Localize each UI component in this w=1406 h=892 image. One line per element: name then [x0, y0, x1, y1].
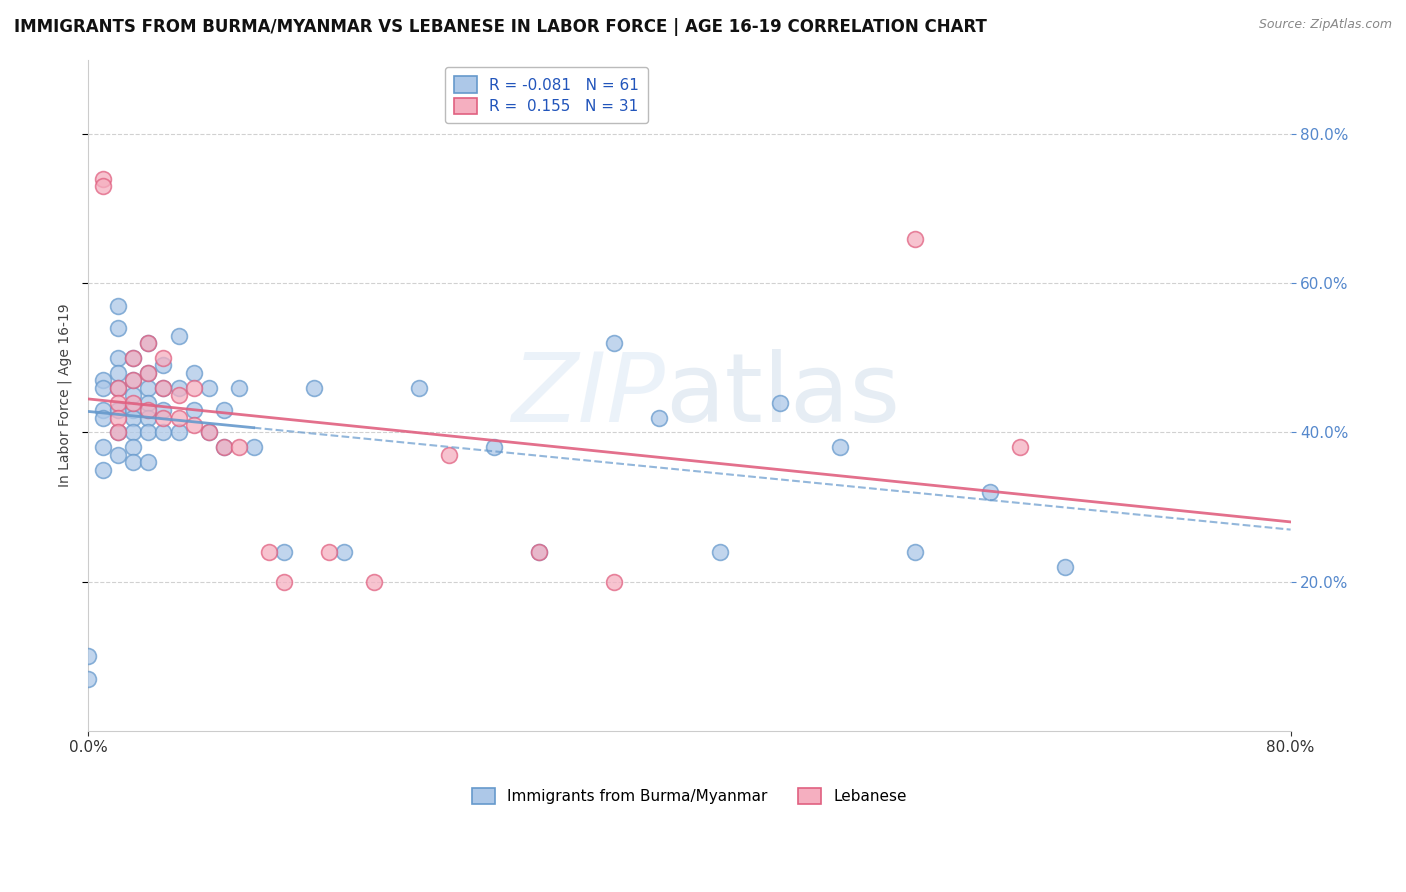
Point: [122, 373, 145, 387]
Point: [527, 545, 550, 559]
Point: [93, 172, 115, 186]
Point: [183, 381, 205, 395]
Point: [107, 448, 129, 462]
Point: [93, 463, 115, 477]
Point: [212, 403, 235, 417]
Text: ZIP: ZIP: [512, 349, 665, 442]
Point: [197, 425, 219, 440]
Point: [138, 366, 160, 380]
Point: [122, 351, 145, 365]
Point: [408, 381, 430, 395]
Point: [152, 359, 174, 373]
Point: [167, 425, 190, 440]
Point: [152, 425, 174, 440]
Point: [107, 425, 129, 440]
Point: [107, 351, 129, 365]
Point: [138, 366, 160, 380]
Point: [183, 366, 205, 380]
Point: [769, 395, 792, 409]
Point: [648, 410, 671, 425]
Y-axis label: In Labor Force | Age 16-19: In Labor Force | Age 16-19: [58, 303, 72, 487]
Point: [212, 441, 235, 455]
Point: [152, 381, 174, 395]
Point: [122, 425, 145, 440]
Point: [197, 425, 219, 440]
Point: [122, 395, 145, 409]
Point: [107, 403, 129, 417]
Point: [93, 373, 115, 387]
Point: [77, 649, 100, 664]
Point: [138, 335, 160, 350]
Point: [183, 417, 205, 432]
Point: [93, 179, 115, 194]
Point: [122, 410, 145, 425]
Point: [152, 403, 174, 417]
Point: [709, 545, 731, 559]
Point: [138, 403, 160, 417]
Text: Source: ZipAtlas.com: Source: ZipAtlas.com: [1258, 18, 1392, 31]
Point: [979, 485, 1001, 500]
Point: [107, 395, 129, 409]
Point: [122, 351, 145, 365]
Point: [228, 441, 250, 455]
Point: [122, 403, 145, 417]
Point: [107, 321, 129, 335]
Point: [93, 441, 115, 455]
Point: [93, 381, 115, 395]
Point: [482, 441, 505, 455]
Point: [107, 381, 129, 395]
Point: [107, 299, 129, 313]
Point: [152, 381, 174, 395]
Point: [93, 403, 115, 417]
Point: [904, 231, 927, 245]
Point: [1010, 441, 1032, 455]
Point: [167, 328, 190, 343]
Point: [197, 381, 219, 395]
Point: [904, 545, 927, 559]
Point: [318, 545, 340, 559]
Point: [1054, 559, 1077, 574]
Point: [603, 335, 626, 350]
Point: [273, 545, 295, 559]
Point: [122, 373, 145, 387]
Point: [138, 410, 160, 425]
Point: [93, 410, 115, 425]
Point: [828, 441, 851, 455]
Point: [138, 381, 160, 395]
Point: [212, 441, 235, 455]
Point: [333, 545, 356, 559]
Point: [122, 455, 145, 469]
Point: [122, 441, 145, 455]
Point: [242, 441, 264, 455]
Point: [363, 574, 385, 589]
Point: [302, 381, 325, 395]
Point: [603, 574, 626, 589]
Point: [257, 545, 280, 559]
Point: [138, 395, 160, 409]
Text: atlas: atlas: [665, 349, 901, 442]
Point: [122, 388, 145, 402]
Point: [107, 381, 129, 395]
Point: [273, 574, 295, 589]
Point: [437, 448, 460, 462]
Point: [228, 381, 250, 395]
Point: [107, 366, 129, 380]
Legend: Immigrants from Burma/Myanmar, Lebanese: Immigrants from Burma/Myanmar, Lebanese: [463, 779, 915, 814]
Point: [183, 403, 205, 417]
Point: [167, 388, 190, 402]
Point: [138, 335, 160, 350]
Point: [152, 351, 174, 365]
Text: IMMIGRANTS FROM BURMA/MYANMAR VS LEBANESE IN LABOR FORCE | AGE 16-19 CORRELATION: IMMIGRANTS FROM BURMA/MYANMAR VS LEBANES…: [14, 18, 987, 36]
Point: [167, 410, 190, 425]
Point: [167, 381, 190, 395]
Point: [107, 410, 129, 425]
Point: [152, 410, 174, 425]
Point: [527, 545, 550, 559]
Point: [107, 425, 129, 440]
Point: [138, 455, 160, 469]
Point: [138, 425, 160, 440]
Point: [77, 672, 100, 686]
